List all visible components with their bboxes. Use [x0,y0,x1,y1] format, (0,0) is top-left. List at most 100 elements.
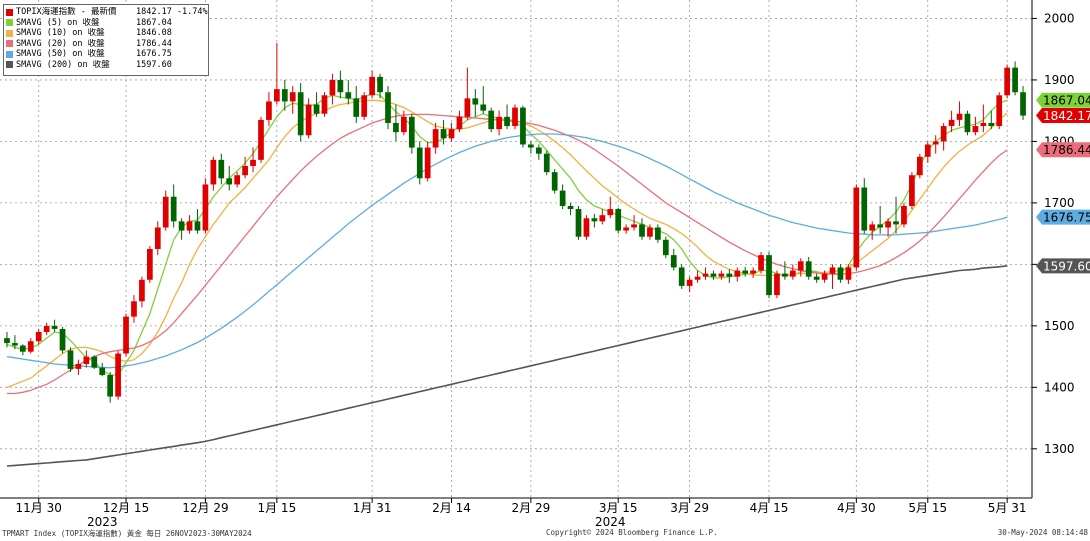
x-tick-label: 1月 15 [257,501,296,515]
candle-body [162,196,169,228]
series-line-4 [6,133,1008,369]
candle-body [202,184,209,231]
candle-body [631,224,637,228]
candle-body [12,343,18,346]
candle-body [131,301,137,317]
candle-body [964,113,971,133]
legend-entry: TOPIX海運指數 - 最新價 1842.17 -1.74% [6,7,208,18]
series-line-5 [6,265,1008,467]
candle-body [543,153,550,173]
legend-swatch [6,61,13,69]
candle-body [615,209,622,231]
candle-body [869,224,876,231]
candle-body [956,113,963,120]
x-tick-label: 3月 15 [599,501,638,515]
candle-body [43,325,50,332]
candle-body [210,159,217,185]
legend-swatch [6,29,13,37]
candle-body [408,116,415,148]
x-tick-label: 5月 31 [988,501,1027,515]
candle-body [766,255,772,296]
y-tick-label: 2000 [1044,11,1075,25]
value-tag [1036,107,1090,123]
candle-body [782,273,788,277]
candle-body [694,276,701,280]
candle-body [313,104,320,114]
legend-name: SMAVG (20) on 收盤 [16,38,105,49]
candle-body [996,95,1003,127]
y-tick-label: 1500 [1044,319,1075,333]
legend-entry: SMAVG (50) on 收盤 1676.75 [6,49,208,60]
value-tag [1036,142,1090,158]
candle-body [234,175,241,185]
candle-body [432,129,439,148]
candle-body [726,273,733,277]
legend-name: SMAVG (50) on 收盤 [16,49,105,59]
value-tag-label: 1676.75 [1043,211,1090,225]
candle-body [321,95,328,114]
candle-body [520,107,526,145]
candle-body [845,267,852,280]
candle-body [678,267,685,286]
candle-body [27,341,34,352]
candle-body [385,92,391,123]
candle-body [91,356,98,368]
candle-body [980,122,987,127]
candle-body [575,209,582,237]
candle-body [139,279,145,302]
legend-name: TOPIX海運指數 - 最新價 [16,7,117,17]
candle-body [345,92,352,99]
x-tick-label: 12月 15 [103,501,149,515]
candle-body [647,227,653,237]
candle-body [146,249,153,280]
value-tag [1036,258,1090,274]
x-year-label: 2024 [595,515,626,529]
candle-body [861,187,868,231]
legend-name: SMAVG (5) on 收盤 [16,17,100,28]
candle-body [789,270,796,277]
candle-body [758,255,764,271]
candle-body [821,273,828,280]
candle-body [369,76,375,96]
value-tag [1036,209,1090,225]
candle-body [194,221,201,231]
candle-body [901,205,907,225]
footer-timestamp: 30-May-2024 08:14:48 [997,528,1088,537]
candle-body [115,353,121,397]
candle-body [829,267,836,274]
legend-entry: SMAVG (200) on 收盤 1597.60 [6,60,208,71]
x-tick-label: 3月 29 [670,501,709,515]
candle-body [51,325,58,329]
legend-value: 1597.60 [136,59,172,70]
candle-body [718,273,725,277]
value-tag-label: 1842.17 [1043,109,1090,123]
candle-body [480,104,487,111]
legend-swatch [6,40,13,48]
y-tick-label: 1900 [1044,73,1075,87]
legend-value: 1842.17 -1.74% [136,7,208,17]
y-tick-label: 1700 [1044,196,1075,210]
candle-body [107,375,114,397]
x-tick-label: 2月 14 [432,501,471,515]
candle-body [607,209,614,216]
candle-body [19,345,26,352]
candle-body [710,273,717,277]
candle-body [250,159,256,166]
candle-body [591,218,598,222]
value-tag-label: 1597.60 [1043,259,1090,273]
candle-body [456,116,463,130]
candle-body [909,175,915,206]
candle-body [281,89,288,102]
candle-body [583,218,590,237]
legend-value: 1867.04 [136,17,172,28]
candle-body [639,224,645,237]
candle-body [1020,92,1026,116]
legend-entry: SMAVG (10) on 收盤 1846.08 [6,28,208,39]
candle-body [67,350,74,369]
candle-body [512,107,518,127]
candle-body [154,227,161,249]
candle-body [774,273,780,296]
legend-swatch [6,19,13,27]
candle-body [1004,67,1011,96]
x-tick-label: 5月 15 [908,501,947,515]
